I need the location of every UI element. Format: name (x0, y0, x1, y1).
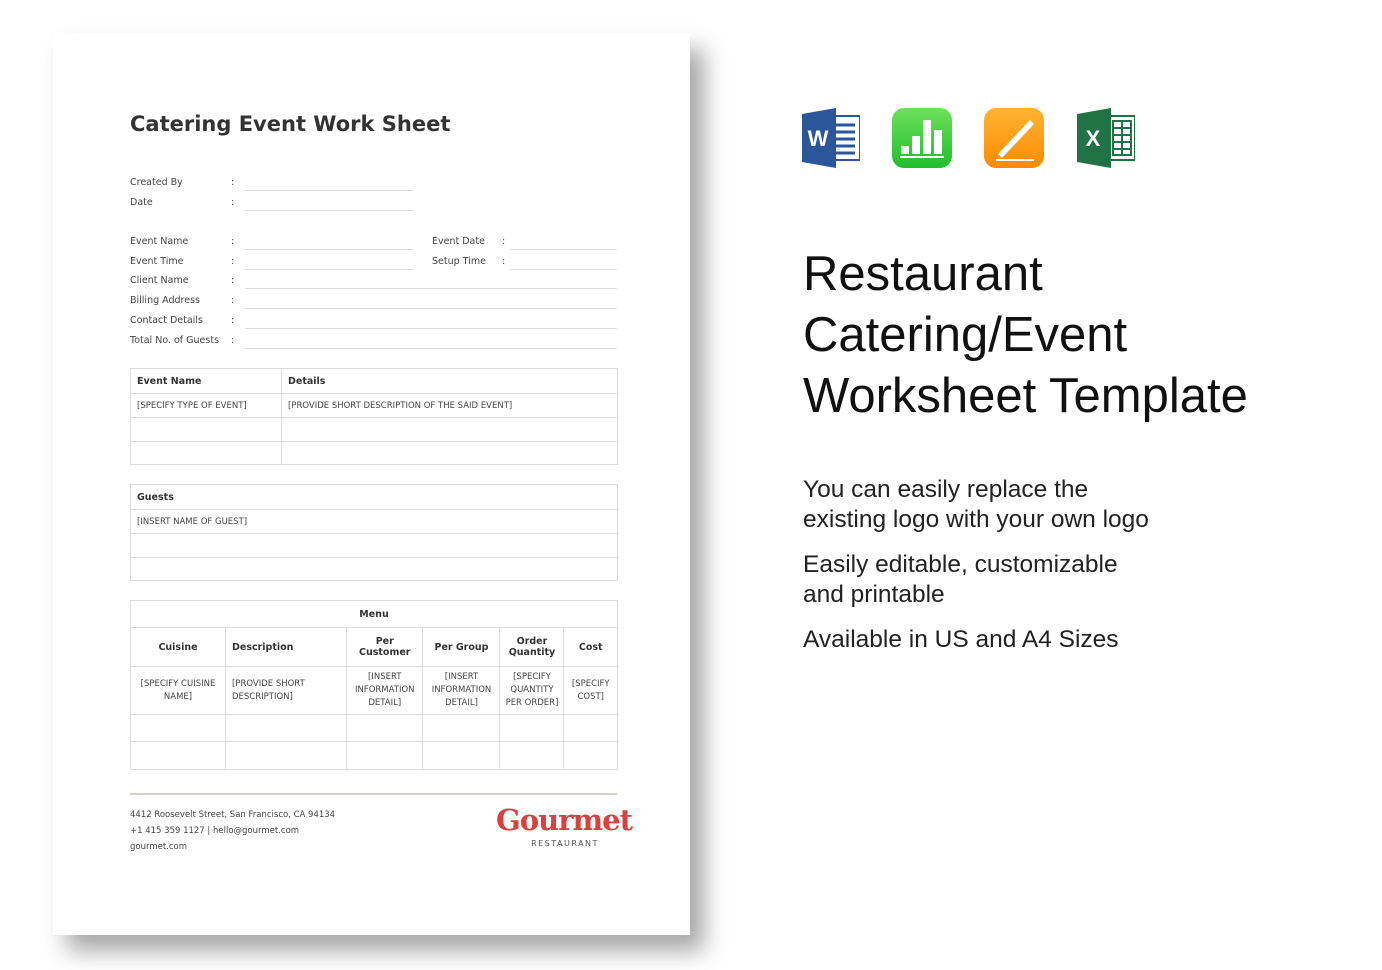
empty-cell[interactable] (281, 441, 618, 465)
contact-details-input[interactable] (245, 328, 617, 329)
empty-cell[interactable] (345, 714, 424, 742)
colon: : (231, 256, 235, 267)
word-icon: W (802, 108, 860, 168)
event-details-cell[interactable]: [PROVIDE SHORT DESCRIPTION OF THE SAID E… (281, 393, 618, 418)
label-created-by: Created By (130, 177, 183, 188)
event-type-cell[interactable]: [SPECIFY TYPE OF EVENT] (130, 393, 282, 418)
empty-cell[interactable] (422, 714, 501, 742)
pages-icon (984, 108, 1044, 168)
empty-cell[interactable] (130, 533, 618, 558)
colon: : (231, 335, 235, 346)
label-setup-time: Setup Time (432, 256, 486, 267)
svg-text:X: X (1086, 126, 1101, 151)
colon: : (231, 275, 235, 286)
feature-editable-line-2: and printable (803, 581, 945, 608)
event-time-input[interactable] (245, 269, 414, 270)
colon: : (231, 177, 235, 188)
description-cell[interactable]: [PROVIDE SHORT DESCRIPTION] (225, 666, 347, 715)
header-cost: Cost (563, 627, 618, 667)
label-date: Date (130, 197, 153, 208)
empty-cell[interactable] (130, 741, 226, 770)
empty-cell[interactable] (422, 741, 501, 770)
setup-time-input[interactable] (510, 269, 617, 270)
header-event-name: Event Name (130, 368, 282, 394)
numbers-icon (892, 108, 952, 168)
cuisine-cell[interactable]: [SPECIFY CUISINE NAME] (130, 666, 226, 715)
event-table: Event Name Details [SPECIFY TYPE OF EVENT… (130, 368, 618, 465)
event-date-input[interactable] (510, 249, 617, 250)
empty-cell[interactable] (345, 741, 424, 770)
feature-editable-line-1: Easily editable, customizable (803, 551, 1118, 578)
heading-line-2: Catering/Event (803, 308, 1128, 362)
total-guests-input[interactable] (245, 348, 617, 349)
guests-table: Guests [INSERT NAME OF GUEST] (130, 484, 618, 581)
client-name-input[interactable] (245, 288, 617, 289)
colon: : (231, 315, 235, 326)
heading-line-1: Restaurant (803, 247, 1043, 301)
heading-line-3: Worksheet Template (803, 369, 1248, 423)
menu-title: Menu (130, 600, 618, 628)
header-order-quantity: Order Quantity (499, 627, 565, 667)
logo-name: Gourmet (496, 803, 633, 837)
cost-cell[interactable]: [SPECIFY COST] (563, 666, 618, 715)
label-client-name: Client Name (130, 275, 189, 286)
colon: : (231, 197, 235, 208)
footer-address: 4412 Roosevelt Street, San Francisco, CA… (130, 810, 336, 820)
empty-cell[interactable] (130, 441, 282, 465)
billing-address-input[interactable] (245, 308, 617, 309)
created-by-input[interactable] (245, 190, 414, 191)
order-quantity-cell[interactable]: [SPECIFY QUANTITY PER ORDER] (499, 666, 565, 715)
per-group-cell[interactable]: [INSERT INFORMATION DETAIL] (422, 666, 501, 715)
guest-cell[interactable]: [INSERT NAME OF GUEST] (130, 509, 618, 534)
colon: : (231, 236, 235, 247)
colon: : (502, 256, 506, 267)
label-total-guests: Total No. of Guests (130, 335, 220, 346)
feature-logo-line-2: existing logo with your own logo (803, 506, 1149, 533)
colon: : (231, 295, 235, 306)
gourmet-logo: Gourmet RESTAURANT (496, 803, 633, 849)
empty-cell[interactable] (499, 714, 565, 742)
per-customer-cell[interactable]: [INSERT INFORMATION DETAIL] (345, 666, 424, 715)
empty-cell[interactable] (130, 417, 282, 442)
label-event-date: Event Date (432, 236, 485, 247)
empty-cell[interactable] (130, 714, 226, 742)
feature-logo-line-1: You can easily replace the (803, 476, 1089, 503)
empty-cell[interactable] (563, 741, 618, 770)
label-event-time: Event Time (130, 256, 184, 267)
colon: : (502, 236, 506, 247)
header-description: Description (225, 627, 347, 667)
header-per-group: Per Group (422, 627, 501, 667)
header-cuisine: Cuisine (130, 627, 226, 667)
menu-table: Menu Cuisine Description Per Customer Pe… (130, 600, 618, 770)
event-name-input[interactable] (245, 249, 414, 250)
label-contact-details: Contact Details (130, 315, 203, 326)
svg-text:W: W (808, 126, 829, 151)
empty-cell[interactable] (281, 417, 618, 442)
label-event-name: Event Name (130, 236, 189, 247)
header-details: Details (281, 368, 618, 394)
label-billing-address: Billing Address (130, 295, 200, 306)
footer-contact: +1 415 359 1127 | hello@gourmet.com (130, 826, 300, 836)
feature-sizes: Available in US and A4 Sizes (803, 626, 1119, 653)
logo-sub: RESTAURANT (531, 839, 599, 848)
empty-cell[interactable] (225, 714, 347, 742)
date-input[interactable] (245, 210, 414, 211)
header-per-customer: Per Customer (345, 627, 424, 667)
excel-icon: X (1077, 108, 1135, 168)
empty-cell[interactable] (225, 741, 347, 770)
empty-cell[interactable] (563, 714, 618, 742)
footer-divider (130, 793, 617, 795)
document-title: Catering Event Work Sheet (130, 112, 451, 136)
empty-cell[interactable] (130, 557, 618, 581)
footer-website: gourmet.com (130, 842, 188, 852)
empty-cell[interactable] (499, 741, 565, 770)
header-guests: Guests (130, 484, 618, 510)
